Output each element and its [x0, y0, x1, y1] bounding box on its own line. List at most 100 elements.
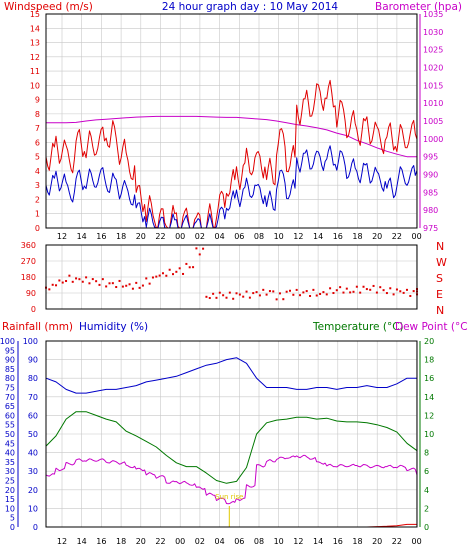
wind-direction-point	[81, 280, 84, 283]
wind-direction-point	[405, 288, 408, 291]
wind-direction-point	[272, 290, 275, 293]
wind-direction-point	[168, 268, 171, 271]
wind-direction-point	[365, 288, 368, 291]
frame-layer	[17, 13, 421, 528]
x-tick-label: 14	[77, 232, 87, 241]
wind-direction-point	[208, 297, 211, 300]
wind-direction-point	[192, 266, 195, 269]
wind-direction-point	[302, 291, 305, 294]
direction-tick-label: 90	[26, 289, 36, 298]
barometer-tick-label: 1030	[423, 28, 443, 37]
direction-tick-label: 0	[31, 305, 36, 314]
windspeed-tick-label: 6	[35, 138, 40, 147]
windspeed-tick-label: 9	[35, 96, 40, 105]
rainfall-tick-label: 80	[5, 374, 15, 383]
windspeed-axis-title: Windspeed (m/s)	[4, 1, 93, 13]
barometer-tick-label: 980	[423, 206, 438, 215]
rainfall-tick-label: 55	[5, 421, 15, 430]
humidity-tick-label: 10	[28, 504, 38, 513]
x-tick-label: 18	[116, 232, 126, 241]
panel-frame-3	[45, 340, 418, 528]
temperature-tick-label: 8	[424, 449, 429, 458]
x-tick-label: 22	[392, 537, 402, 546]
wind-direction-point	[222, 294, 225, 297]
wind-direction-point	[138, 286, 141, 289]
compass-label: E	[436, 288, 443, 301]
humidity-tick-label: 80	[28, 374, 38, 383]
windspeed-tick-label: 7	[35, 124, 40, 133]
x-tick-label: 14	[313, 537, 323, 546]
rainfall-tick-label: 70	[5, 393, 15, 402]
windspeed-tick-label: 1	[35, 210, 40, 219]
rainfall-tick-label: 45	[5, 439, 15, 448]
temperature-tick-label: 10	[424, 430, 434, 439]
humidity-tick-label: 100	[23, 337, 38, 346]
wind-direction-point	[178, 267, 181, 270]
wind-gust-line	[45, 79, 418, 229]
x-tick-label: 00	[175, 232, 185, 241]
wind-direction-point	[399, 290, 402, 293]
temperature-tick-label: 0	[424, 523, 429, 532]
rainfall-tick-label: 15	[5, 495, 15, 504]
wind-direction-point	[128, 283, 131, 286]
wind-direction-point	[51, 283, 54, 286]
windspeed-tick-label: 10	[30, 81, 40, 90]
wind-direction-point	[332, 292, 335, 295]
direction-tick-label: 360	[21, 241, 36, 250]
wind-direction-point	[412, 290, 415, 293]
x-tick-label: 20	[372, 232, 382, 241]
compass-label: N	[436, 240, 444, 253]
windspeed-tick-label: 12	[30, 53, 40, 62]
direction-tick-label: 270	[21, 257, 36, 266]
wind-direction-point	[188, 266, 191, 269]
wind-direction-point	[299, 294, 302, 297]
wind-direction-point	[409, 294, 412, 297]
wind-direction-point	[161, 272, 164, 275]
wind-direction-point	[379, 286, 382, 289]
wind-direction-point	[85, 276, 88, 279]
panel-frame-2	[45, 244, 418, 310]
wind-direction-point	[215, 296, 218, 299]
x-tick-label: 16	[333, 232, 343, 241]
wind-direction-point	[312, 288, 315, 291]
wind-direction-point	[295, 288, 298, 291]
barometer-tick-label: 1005	[423, 117, 443, 126]
wind-direction-point	[255, 291, 258, 294]
wind-direction-point	[198, 253, 201, 256]
wind-direction-point	[278, 292, 281, 295]
wind-direction-point	[288, 289, 291, 292]
wind-direction-point	[242, 295, 245, 298]
wind-direction-point	[55, 284, 58, 287]
x-tick-label: 22	[155, 232, 165, 241]
rainfall-tick-label: 50	[5, 430, 15, 439]
x-tick-label: 00	[412, 232, 422, 241]
x-tick-label: 04	[215, 232, 225, 241]
barometer-tick-label: 995	[423, 153, 438, 162]
rainfall-tick-label: 85	[5, 365, 15, 374]
x-tick-label: 12	[293, 232, 303, 241]
wind-direction-point	[248, 296, 251, 299]
humidity-tick-label: 70	[28, 393, 38, 402]
wind-direction-point	[165, 274, 168, 277]
wind-direction-point	[71, 280, 74, 283]
wind-direction-point	[131, 287, 134, 290]
wind-direction-point	[225, 296, 228, 299]
dewpoint-axis-title: Dew Point (°C)	[395, 321, 468, 333]
wind-direction-point	[101, 278, 104, 281]
barometer-tick-label: 1020	[423, 64, 443, 73]
wind-direction-point	[285, 290, 288, 293]
wind-direction-point	[228, 291, 231, 294]
x-tick-label: 16	[96, 232, 106, 241]
temperature-tick-label: 18	[424, 356, 434, 365]
wind-direction-point	[175, 270, 178, 273]
wind-direction-point	[322, 291, 325, 294]
rainfall-tick-label: 75	[5, 384, 15, 393]
x-tick-label: 22	[392, 232, 402, 241]
wind-direction-point	[369, 288, 372, 291]
wind-direction-point	[245, 290, 248, 293]
wind-direction-point	[385, 292, 388, 295]
grid-layer	[46, 13, 417, 528]
compass-label: N	[436, 304, 444, 317]
x-tick-label: 14	[77, 537, 87, 546]
